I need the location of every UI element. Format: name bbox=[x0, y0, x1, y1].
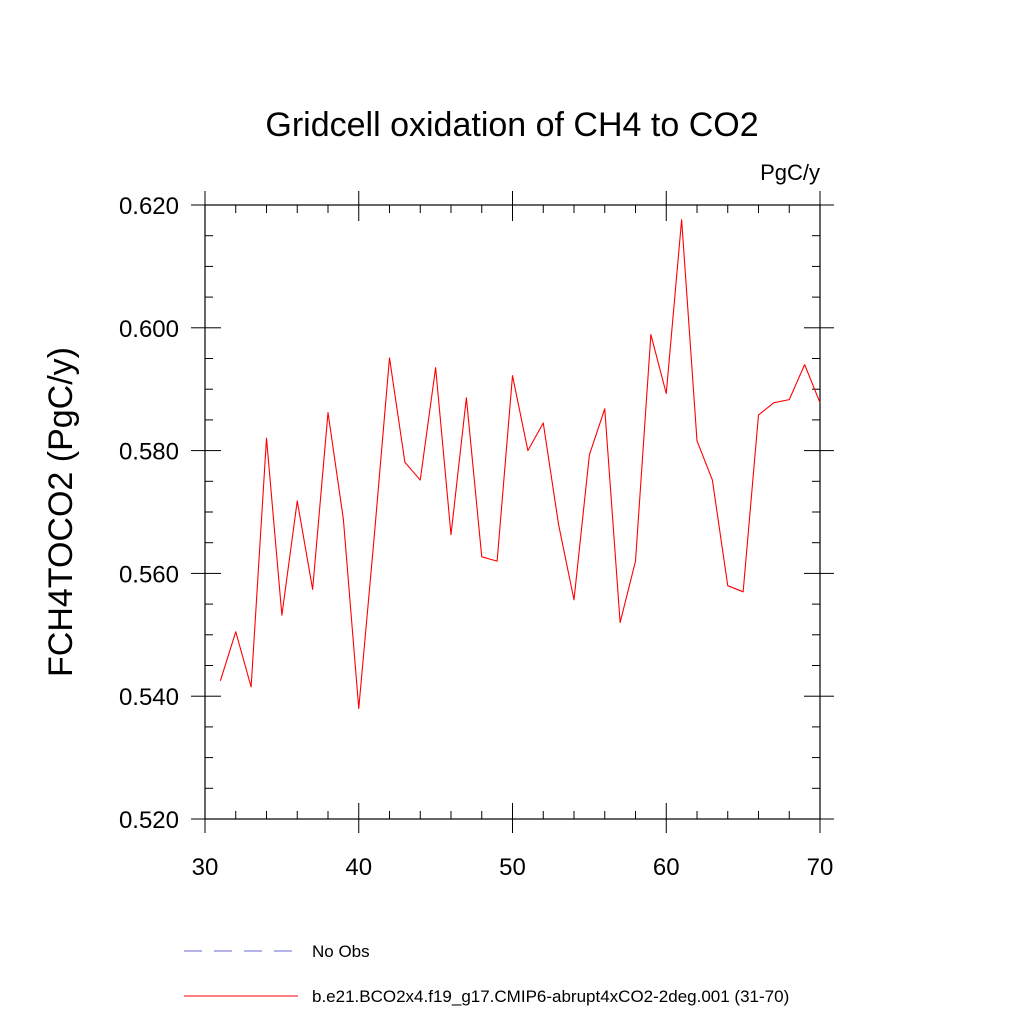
plot-frame bbox=[204, 204, 821, 820]
legend-label: No Obs bbox=[312, 942, 370, 961]
units-label: PgC/y bbox=[760, 160, 820, 185]
series-line bbox=[219, 219, 821, 710]
legend-label: b.e21.BCO2x4.f19_g17.CMIP6-abrupt4xCO2-2… bbox=[312, 987, 789, 1006]
x-axis: 30 40 50 60 70 bbox=[192, 191, 834, 881]
y-tick-label: 0.560 bbox=[119, 561, 179, 588]
y-tick-label: 0.540 bbox=[119, 684, 179, 711]
y-tick-label: 0.580 bbox=[119, 439, 179, 466]
y-axis: 0.520 0.540 0.560 0.580 0.600 0.620 bbox=[119, 193, 834, 834]
x-tick-label: 60 bbox=[653, 854, 680, 881]
x-tick-label: 40 bbox=[345, 854, 372, 881]
series-layer bbox=[219, 219, 821, 710]
x-tick-label: 30 bbox=[192, 854, 219, 881]
y-tick-label: 0.600 bbox=[119, 316, 179, 343]
y-axis-label: FCH4TOCO2 (PgC/y) bbox=[42, 347, 80, 677]
chart-title: Gridcell oxidation of CH4 to CO2 bbox=[265, 106, 758, 144]
x-tick-label: 50 bbox=[499, 854, 526, 881]
y-tick-label: 0.620 bbox=[119, 193, 179, 220]
legend: No Obs b.e21.BCO2x4.f19_g17.CMIP6-abrupt4… bbox=[184, 942, 789, 1006]
x-tick-label: 70 bbox=[807, 854, 834, 881]
y-tick-label: 0.520 bbox=[119, 807, 179, 834]
